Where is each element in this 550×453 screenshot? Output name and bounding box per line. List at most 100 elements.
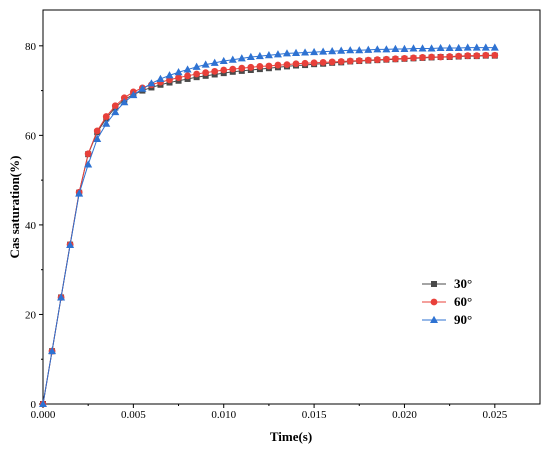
series-line bbox=[42, 54, 495, 405]
data-point bbox=[373, 56, 381, 64]
legend-label: 60° bbox=[454, 294, 472, 309]
x-axis: 0.000 0.005 0.010 0.015 0.020 0.025 bbox=[31, 404, 508, 421]
data-point bbox=[93, 127, 101, 135]
data-point bbox=[410, 54, 417, 62]
x-tick-label: 0.005 bbox=[121, 409, 146, 421]
data-point bbox=[437, 53, 444, 61]
data-point bbox=[102, 113, 110, 120]
data-point bbox=[400, 44, 409, 52]
data-point bbox=[446, 53, 454, 60]
data-point bbox=[428, 53, 435, 61]
data-point bbox=[282, 49, 291, 57]
data-point bbox=[454, 43, 463, 52]
data-point bbox=[184, 72, 191, 80]
data-point bbox=[418, 44, 427, 52]
data-point bbox=[84, 150, 92, 158]
data-point bbox=[256, 63, 264, 70]
y-tick-label: 80 bbox=[25, 41, 37, 53]
data-point bbox=[111, 107, 120, 116]
data-point bbox=[192, 62, 201, 70]
data-point bbox=[120, 98, 129, 106]
data-point bbox=[355, 46, 364, 54]
data-point bbox=[436, 43, 445, 52]
data-point bbox=[401, 54, 408, 62]
data-point bbox=[392, 55, 399, 63]
x-axis-title: Time(s) bbox=[270, 429, 312, 444]
data-point bbox=[319, 47, 328, 55]
data-point bbox=[147, 79, 156, 87]
legend-label: 30° bbox=[454, 276, 472, 291]
data-point bbox=[301, 48, 310, 56]
data-point bbox=[427, 44, 436, 52]
data-point bbox=[490, 43, 499, 51]
y-tick-label: 0 bbox=[31, 399, 37, 411]
data-point bbox=[120, 94, 128, 102]
data-point bbox=[165, 71, 174, 79]
data-point bbox=[193, 70, 201, 78]
data-point bbox=[283, 61, 291, 69]
data-point bbox=[93, 134, 102, 142]
data-point bbox=[274, 61, 282, 69]
data-point bbox=[48, 346, 57, 355]
data-point bbox=[228, 55, 237, 63]
data-point bbox=[319, 58, 327, 66]
data-point bbox=[111, 102, 119, 110]
data-point bbox=[355, 57, 363, 64]
x-tick-label: 0.010 bbox=[211, 409, 236, 421]
data-point bbox=[255, 51, 264, 60]
data-point bbox=[174, 68, 183, 76]
data-point bbox=[310, 59, 318, 67]
y-axis: 0 20 40 60 80 bbox=[25, 41, 43, 411]
legend-label: 90° bbox=[454, 312, 472, 327]
series-line bbox=[42, 55, 495, 405]
data-point bbox=[463, 43, 472, 51]
data-point bbox=[481, 43, 490, 51]
data-point bbox=[102, 119, 111, 127]
x-tick-label: 0.000 bbox=[31, 409, 56, 421]
series-layer bbox=[39, 43, 499, 408]
data-point bbox=[238, 64, 246, 72]
data-point bbox=[445, 43, 454, 52]
legend-marker bbox=[430, 315, 438, 323]
data-point bbox=[346, 57, 354, 65]
data-point bbox=[382, 45, 391, 53]
data-point bbox=[66, 240, 75, 249]
data-point bbox=[337, 46, 346, 54]
data-point bbox=[220, 66, 228, 74]
y-tick-label: 20 bbox=[25, 309, 37, 321]
data-point bbox=[237, 54, 246, 62]
data-point bbox=[373, 45, 382, 53]
data-point bbox=[202, 69, 210, 77]
data-point bbox=[364, 45, 373, 53]
data-point bbox=[229, 65, 237, 73]
data-point bbox=[482, 51, 490, 59]
series-line bbox=[42, 47, 495, 405]
series-2 bbox=[39, 51, 499, 408]
legend: 30° 60° 90° bbox=[422, 276, 472, 327]
data-point bbox=[246, 52, 255, 61]
y-tick-label: 40 bbox=[25, 220, 37, 232]
data-point bbox=[337, 58, 345, 65]
plot-frame bbox=[42, 9, 541, 405]
data-point bbox=[211, 67, 219, 75]
data-point bbox=[156, 74, 165, 82]
data-point bbox=[464, 52, 472, 60]
data-point bbox=[419, 54, 426, 61]
series-3 bbox=[39, 43, 499, 407]
data-point bbox=[382, 55, 390, 63]
y-tick-label: 60 bbox=[25, 130, 37, 142]
data-point bbox=[292, 48, 301, 56]
data-point bbox=[39, 399, 47, 407]
legend-marker bbox=[430, 298, 438, 306]
data-point bbox=[409, 44, 418, 52]
data-point bbox=[310, 47, 319, 56]
data-point bbox=[57, 293, 66, 301]
data-point bbox=[328, 46, 337, 55]
data-point bbox=[247, 63, 255, 71]
data-point bbox=[219, 56, 228, 65]
data-point bbox=[491, 51, 499, 59]
data-point bbox=[84, 160, 93, 168]
data-point bbox=[75, 189, 84, 197]
data-point bbox=[472, 43, 481, 51]
data-point bbox=[175, 74, 182, 82]
